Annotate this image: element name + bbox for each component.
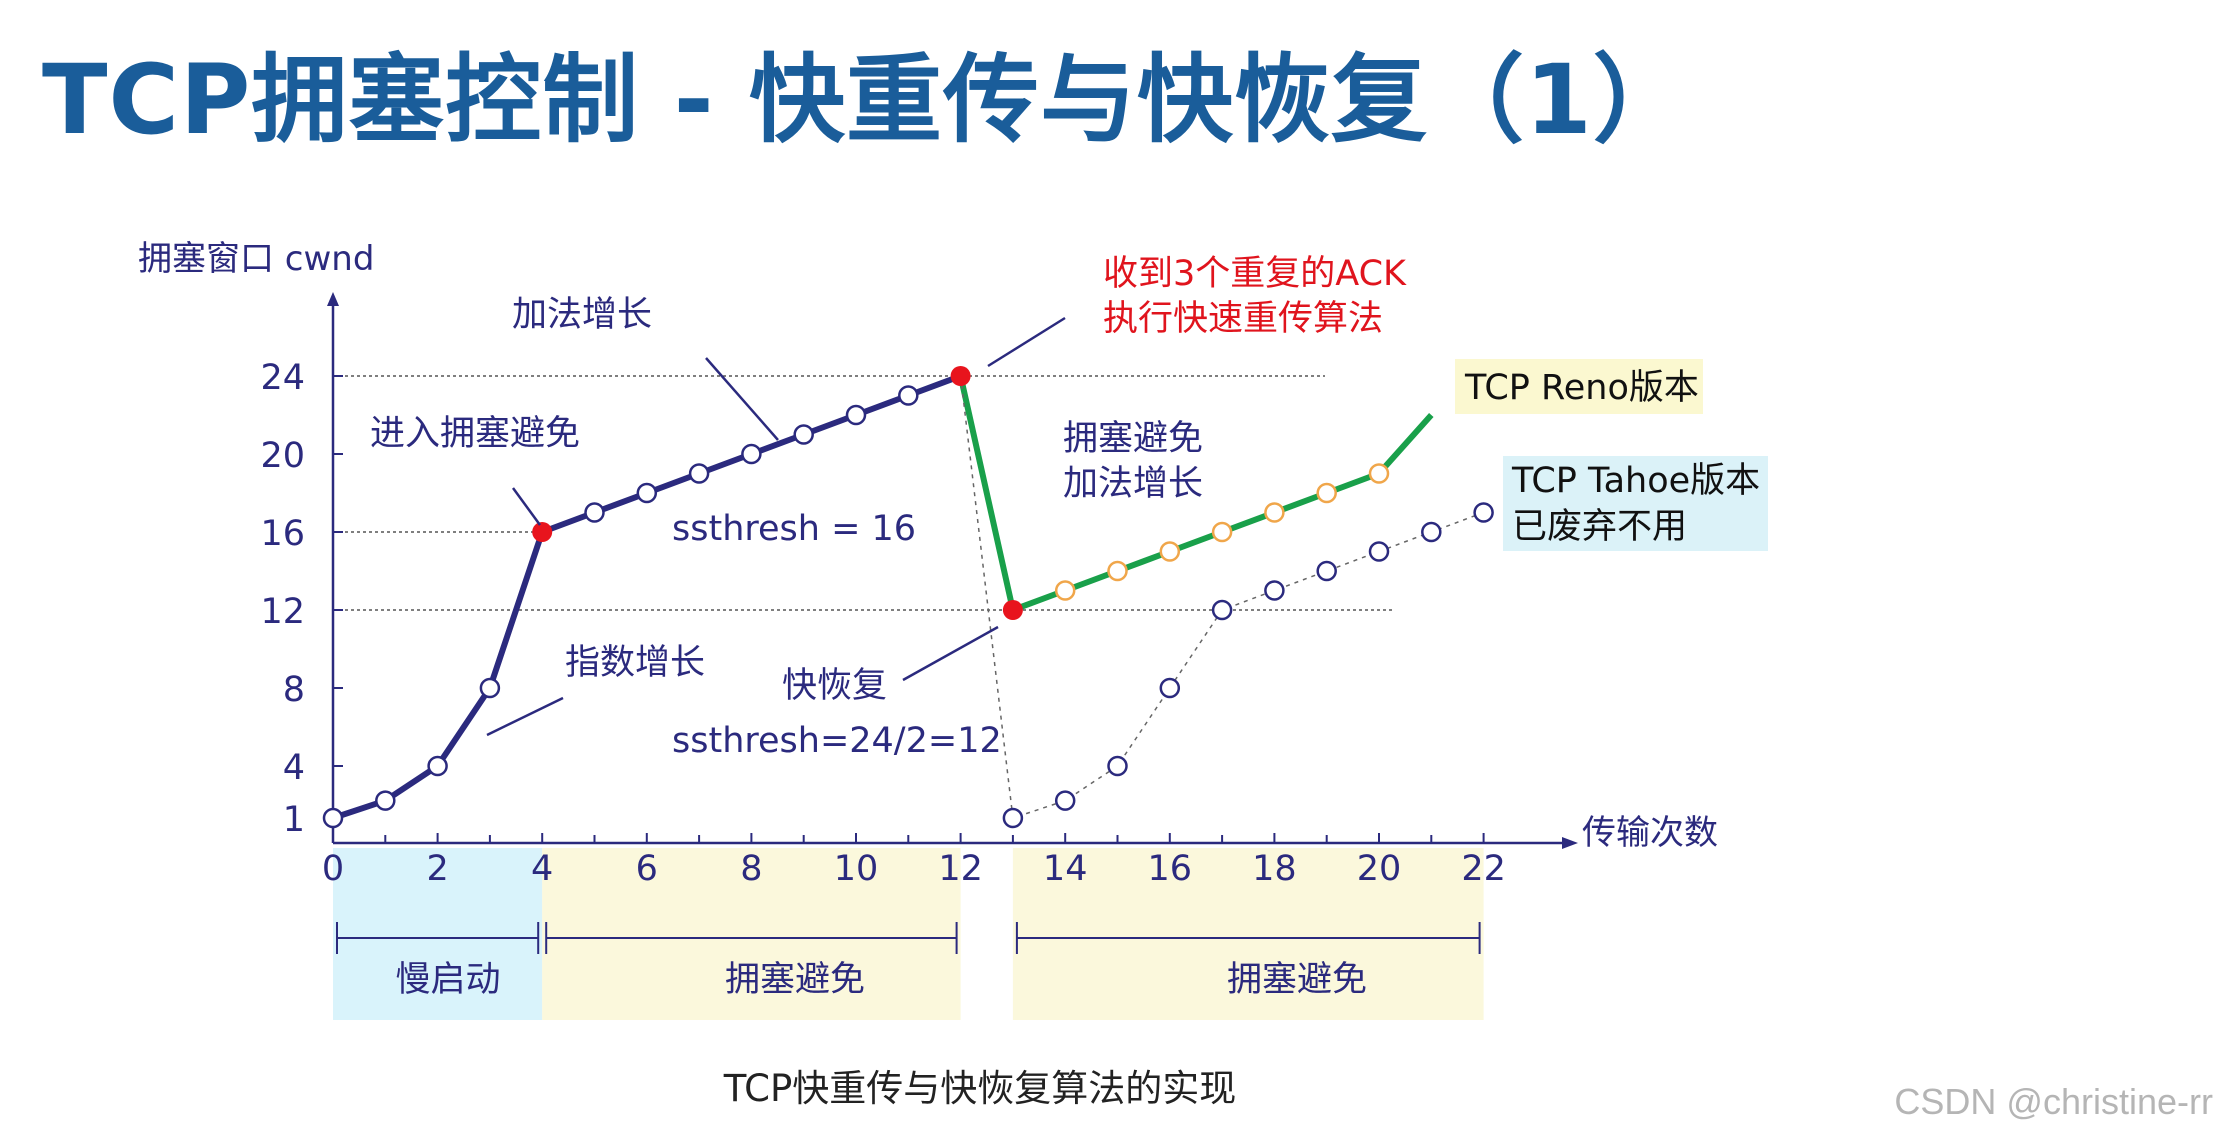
point-marker (1316, 482, 1337, 504)
phase-label-ca-1: 拥塞避免 (725, 960, 865, 1000)
page-title: TCP拥塞控制 - 快重传与快恢复（1） (42, 44, 1690, 156)
point-marker (427, 755, 448, 777)
axes (327, 292, 1578, 849)
ca-additive-label-1: 拥塞避免 (1063, 419, 1203, 459)
reno-label: TCP Reno版本 (1464, 368, 1699, 408)
annotations: 加法增长 进入拥塞避免 ssthresh = 16 指数增长 快恢复 ssthr… (370, 254, 1768, 761)
figure-caption: TCP快重传与快恢复算法的实现 (723, 1067, 1237, 1110)
y-axis-arrow (327, 292, 339, 306)
point-marker (1159, 677, 1181, 699)
y-tick-label: 4 (283, 748, 305, 788)
exponential-label: 指数增长 (565, 643, 705, 683)
x-tick-label: 18 (1252, 849, 1297, 889)
point-marker (375, 790, 396, 811)
x-tick-label: 0 (322, 849, 344, 889)
phase-box (333, 848, 543, 1020)
dup-ack-label-2: 执行快速重传算法 (1103, 299, 1383, 339)
point-marker-red (950, 366, 971, 386)
point-marker (741, 443, 762, 465)
x-axis-label: 传输次数 (1582, 813, 1718, 853)
ssthresh12-label: ssthresh=24/2=12 (672, 721, 1002, 761)
x-tick-label: 20 (1357, 849, 1402, 889)
watermark: CSDN @christine-rr (1894, 1081, 2213, 1122)
fast-recovery-label: 快恢复 (782, 666, 887, 706)
phase-boxes (333, 848, 1484, 1020)
point-marker (1316, 560, 1337, 582)
point-marker (1107, 755, 1128, 777)
point-marker-red (1002, 600, 1023, 620)
point-marker (1002, 807, 1024, 829)
phase-labels: 慢启动 拥塞避免 拥塞避免 (395, 960, 1367, 1000)
x-tick-label: 12 (938, 849, 983, 889)
point-marker (793, 424, 814, 445)
tahoe-label-2: 已废弃不用 (1512, 507, 1687, 547)
y-tick-label: 16 (260, 514, 305, 554)
x-tick-label: 22 (1461, 849, 1506, 889)
point-marker (688, 463, 710, 484)
enter-ca-leader (511, 487, 542, 526)
x-tick-label: 6 (636, 849, 658, 889)
y-tick-label: 12 (260, 592, 305, 632)
dup-ack-leader (987, 316, 1066, 368)
phase-box (542, 848, 961, 1020)
tahoe-label-bg (1503, 456, 1768, 551)
y-tick-label: 20 (260, 436, 305, 476)
y-axis-label: 拥塞窗口 cwnd (138, 239, 374, 279)
additive-growth-label: 加法增长 (512, 295, 652, 335)
x-axis-arrow (1562, 837, 1578, 849)
point-marker (1159, 541, 1181, 562)
ssthresh16-label: ssthresh = 16 (672, 509, 916, 549)
x-tick-label: 2 (426, 849, 448, 889)
y-tick-label: 24 (260, 358, 305, 398)
exponential-leader (486, 696, 564, 737)
point-marker (898, 385, 919, 406)
fast-recovery-leader (902, 625, 999, 682)
x-tick-label: 4 (531, 849, 553, 889)
point-marker (845, 404, 867, 426)
point-marker (1368, 541, 1390, 562)
reno-label-bg (1455, 359, 1703, 414)
point-marker (1211, 521, 1233, 543)
dup-ack-label-1: 收到3个重复的ACK (1103, 254, 1407, 294)
phase-label-slow-start: 慢启动 (395, 960, 500, 1000)
tahoe-label-1: TCP Tahoe版本 (1511, 461, 1760, 501)
x-tick-label: 8 (740, 849, 762, 889)
x-tick-label: 10 (834, 849, 879, 889)
point-marker (1421, 521, 1442, 543)
x-tick-label: 16 (1148, 849, 1193, 889)
additive-leader (705, 357, 779, 441)
point-marker-red (532, 522, 553, 542)
markers (322, 366, 1494, 829)
point-marker (1211, 599, 1233, 621)
point-marker (1107, 560, 1128, 582)
x-tick-label: 14 (1043, 849, 1088, 889)
point-marker (584, 502, 605, 523)
y-tick-label: 8 (283, 670, 305, 710)
enter-ca-label: 进入拥塞避免 (370, 414, 580, 454)
ca-additive-label-2: 加法增长 (1063, 464, 1203, 504)
point-marker (1473, 502, 1494, 523)
point-marker (1264, 580, 1285, 601)
point-marker (322, 807, 344, 829)
phase-box (1012, 848, 1484, 1020)
point-marker (1264, 502, 1285, 523)
point-marker (1054, 790, 1076, 811)
point-marker (1054, 580, 1076, 601)
point-marker (1368, 463, 1390, 484)
series-line-reno (957, 375, 1434, 613)
point-marker (479, 677, 501, 699)
point-marker (636, 482, 658, 504)
phase-label-ca-2: 拥塞避免 (1227, 960, 1367, 1000)
y-tick-label: 1 (283, 800, 305, 840)
